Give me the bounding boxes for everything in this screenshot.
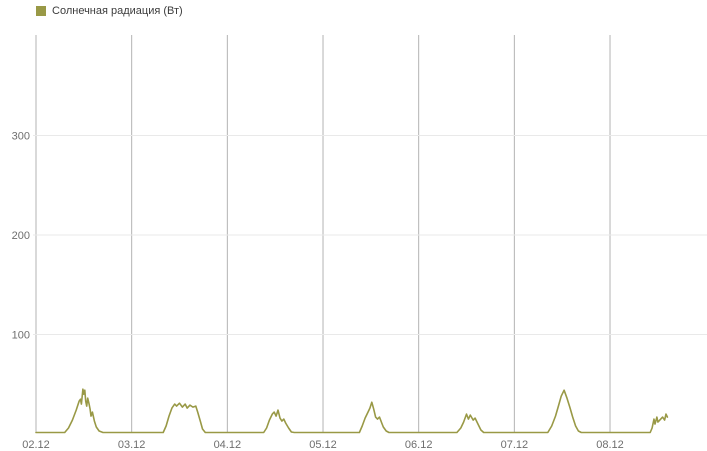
y-tick-label: 200 (12, 230, 30, 242)
vertical-gridlines (35, 35, 611, 433)
solar-radiation-line-series (35, 388, 669, 434)
x-tick-label: 08.12 (596, 439, 624, 451)
x-tick-label: 06.12 (405, 439, 433, 451)
x-tick-label: 04.12 (214, 439, 242, 451)
x-tick-label: 07.12 (501, 439, 529, 451)
y-axis-tick-labels: 100 200 300 (12, 131, 30, 342)
legend-swatch-icon (36, 6, 46, 16)
x-axis-tick-labels: 02.12 03.12 04.12 05.12 06.12 07.12 08.12 (22, 439, 624, 451)
y-tick-label: 300 (12, 131, 30, 143)
y-tick-label: 100 (12, 330, 30, 342)
legend-item-solar-radiation[interactable]: Солнечная радиация (Вт) (36, 5, 183, 17)
x-tick-label: 03.12 (118, 439, 146, 451)
x-tick-label: 02.12 (22, 439, 50, 451)
x-tick-label: 05.12 (309, 439, 337, 451)
horizontal-gridlines (33, 135, 707, 335)
legend-label: Солнечная радиация (Вт) (52, 5, 183, 17)
